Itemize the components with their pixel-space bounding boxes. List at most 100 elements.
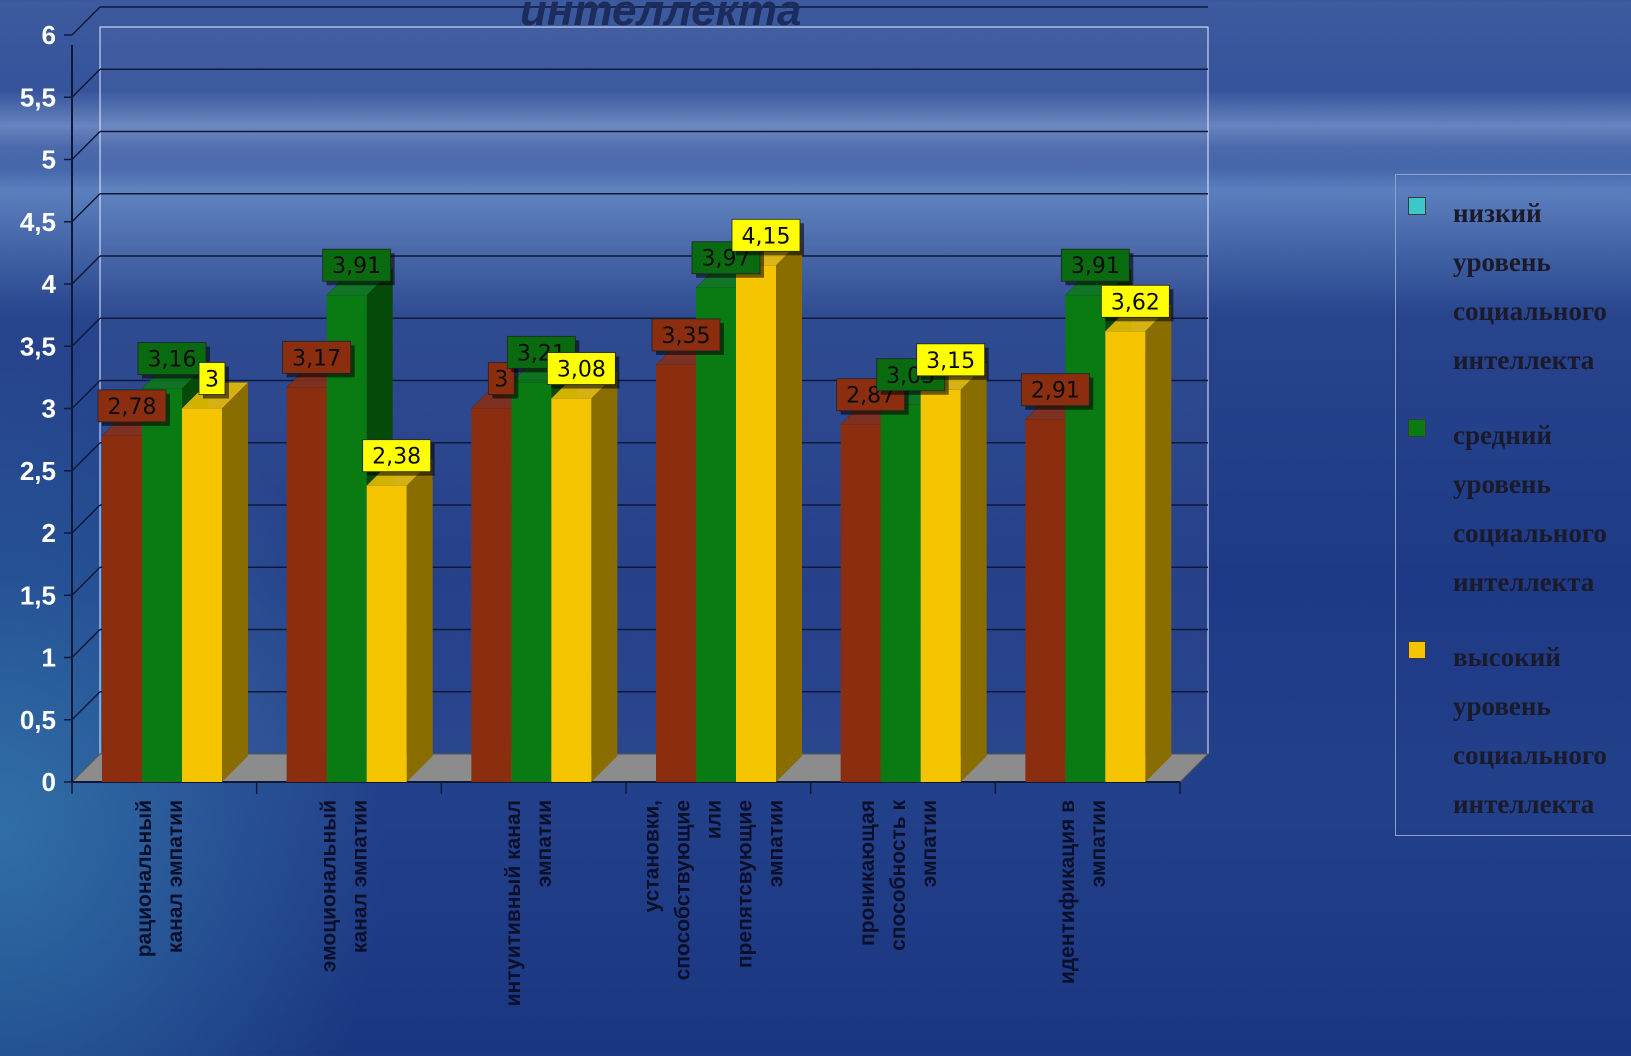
x-category-label: рациональный канал эмпатии — [133, 800, 187, 957]
bar — [840, 424, 881, 782]
y-tick-label: 5,5 — [20, 82, 56, 112]
bar-side — [1145, 305, 1172, 782]
y-tick-label: 4,5 — [20, 207, 56, 237]
x-category-label-line: эмпатии — [1087, 800, 1110, 887]
x-category-label-line: эмпатии — [533, 800, 556, 887]
gridline-diagonal — [71, 317, 101, 347]
data-label: 3,16 — [148, 348, 197, 373]
x-category-label-line: проникающая — [856, 800, 879, 946]
data-label: 3,35 — [662, 324, 711, 349]
data-label: 3,91 — [1071, 254, 1120, 279]
x-category-label: идентификация в эмпатии — [1056, 800, 1110, 984]
y-tick-label: 2 — [42, 518, 56, 548]
legend-label: средний уровень социального интеллекта — [1453, 420, 1607, 597]
bar — [920, 389, 961, 782]
gridline-diagonal — [71, 6, 101, 36]
x-category-label-line: канал эмпатии — [164, 800, 187, 953]
x-category-label-line: препятсвующие — [733, 800, 756, 968]
bar-side — [222, 382, 248, 782]
data-label: 2,78 — [108, 395, 157, 420]
y-tick-label: 5 — [42, 145, 56, 175]
data-label-box — [362, 439, 432, 473]
legend-swatch — [1408, 197, 1426, 215]
x-category-label: эмоциональный канал эмпатии — [318, 800, 372, 972]
data-label-box — [916, 343, 986, 377]
bar-side — [591, 372, 618, 782]
sky-highlight — [0, 90, 1631, 170]
gridline-diagonal — [71, 691, 101, 721]
data-label-box — [198, 362, 226, 395]
bar — [182, 408, 222, 782]
bar — [102, 435, 142, 782]
data-label: 3 — [205, 368, 219, 393]
x-category-label-line: или — [702, 800, 725, 839]
bar — [1105, 331, 1146, 782]
data-label: 3,91 — [332, 254, 381, 279]
bar — [551, 398, 592, 782]
gridline-diagonal — [71, 566, 101, 596]
gridline-diagonal — [71, 193, 101, 223]
y-tick-label: 6 — [42, 20, 56, 50]
data-label-box — [731, 218, 801, 252]
gridline-diagonal — [71, 442, 101, 472]
y-tick-label: 3 — [42, 394, 56, 424]
data-label-box — [322, 248, 392, 282]
data-label-box — [1060, 248, 1130, 282]
gridline-diagonal — [71, 628, 101, 659]
legend-label: высокий уровень социального интеллекта — [1453, 642, 1607, 819]
gridline-diagonal — [71, 130, 101, 161]
bar — [1065, 295, 1106, 782]
gridline-diagonal — [71, 255, 101, 285]
legend-swatch — [1408, 641, 1426, 659]
x-category-label-line: способность к — [887, 800, 910, 951]
data-label-box — [1020, 373, 1090, 407]
x-category-label-line: эмоциональный — [318, 800, 341, 972]
data-label: 3,08 — [557, 358, 606, 383]
x-category-label-line: установки, — [640, 800, 663, 912]
x-category-label-line: интуитивный канал — [502, 800, 525, 1006]
bar — [736, 265, 776, 782]
y-tick-label: 1,5 — [20, 580, 56, 610]
gridline-diagonal — [71, 68, 101, 98]
x-category-label-line: эмпатии — [764, 800, 787, 887]
data-label: 3,17 — [292, 346, 341, 371]
bar-side — [776, 239, 802, 782]
data-label-box — [1100, 284, 1170, 318]
chart-title: интеллекта — [520, 0, 802, 35]
y-tick-label: 0,5 — [20, 705, 56, 735]
data-label: 2,91 — [1031, 379, 1080, 404]
y-tick-label: 0 — [42, 767, 56, 797]
bar — [142, 388, 182, 782]
bar-side — [406, 459, 433, 782]
data-label: 3 — [494, 368, 508, 393]
x-category-label-line: способствующие — [671, 800, 694, 980]
x-category-label-line: канал эмпатии — [349, 800, 372, 953]
data-label-box — [546, 352, 616, 385]
x-category-label-line: рациональный — [133, 800, 156, 957]
y-tick-label: 2,5 — [20, 456, 56, 486]
bar — [656, 364, 696, 782]
data-label: 2,38 — [372, 445, 421, 470]
x-category-label: проникающая способность к эмпатии — [856, 800, 941, 951]
gridline-diagonal — [71, 379, 101, 410]
bar — [471, 408, 512, 782]
gridline-diagonal — [71, 504, 101, 534]
data-label-box — [282, 340, 352, 374]
bar — [511, 382, 552, 782]
data-label: 3,15 — [926, 349, 975, 374]
data-label-box — [97, 389, 167, 423]
chart-legend: низкий уровень социального интеллекта сре… — [1395, 174, 1631, 836]
x-category-label-line: эмпатии — [918, 800, 941, 887]
y-tick-label: 4 — [42, 269, 57, 299]
data-label-box — [137, 342, 207, 375]
data-label-box — [651, 318, 721, 352]
data-label: 3,62 — [1111, 290, 1160, 315]
bar — [286, 387, 327, 782]
legend-label: низкий уровень социального интеллекта — [1453, 198, 1607, 375]
y-tick-label: 1 — [42, 643, 56, 673]
bar — [366, 485, 407, 782]
legend-swatch — [1408, 419, 1426, 437]
bar — [1025, 419, 1066, 782]
x-category-label: установки, способствующие или препятсвующие… — [640, 800, 787, 980]
